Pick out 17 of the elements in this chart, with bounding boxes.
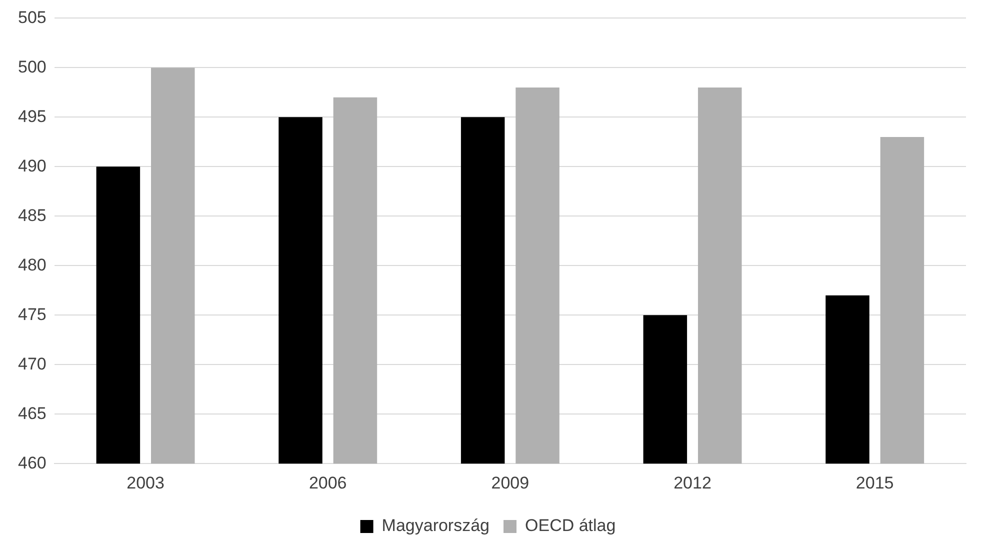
x-tick-label: 2015 [856, 473, 894, 492]
y-tick-label: 490 [18, 156, 46, 176]
x-tick-label: 2003 [126, 473, 164, 492]
x-tick-label: 2009 [491, 473, 530, 492]
x-tick-label: 2006 [308, 473, 347, 492]
y-tick-label: 495 [18, 106, 46, 126]
y-tick-label: 480 [18, 255, 46, 274]
y-tick-label: 465 [18, 404, 46, 423]
x-tick-label: 2012 [674, 473, 712, 492]
y-tick-label: 475 [18, 304, 46, 324]
y-tick-label: 470 [18, 354, 46, 374]
y-tick-label: 485 [18, 206, 46, 225]
y-tick-label: 460 [18, 453, 46, 472]
legend-label: Magyarország [382, 516, 490, 536]
y-tick-label: 500 [18, 57, 46, 76]
legend-label: OECD átlag [525, 516, 616, 536]
y-tick-label: 505 [18, 8, 46, 27]
